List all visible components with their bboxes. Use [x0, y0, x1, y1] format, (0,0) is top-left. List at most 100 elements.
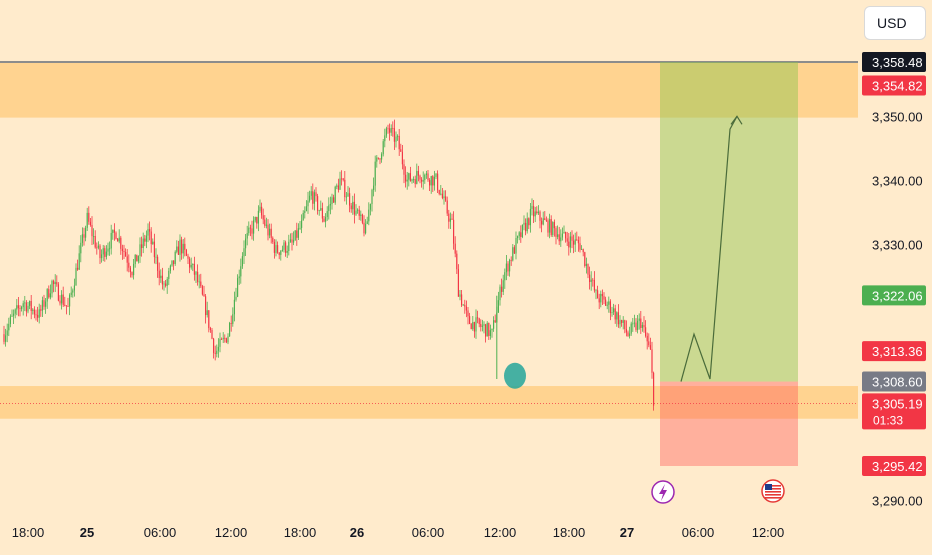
candle[interactable] — [608, 296, 610, 313]
candle[interactable] — [483, 321, 485, 334]
candle[interactable] — [206, 301, 208, 318]
candle[interactable] — [637, 315, 639, 334]
candle[interactable] — [257, 205, 259, 232]
candle[interactable] — [397, 134, 399, 141]
candle[interactable] — [265, 217, 267, 229]
candle[interactable] — [13, 309, 15, 325]
candle[interactable] — [358, 205, 360, 220]
candle[interactable] — [205, 293, 207, 324]
candle[interactable] — [347, 186, 349, 197]
candle[interactable] — [464, 299, 466, 314]
candle[interactable] — [153, 233, 155, 264]
candle[interactable] — [83, 227, 85, 246]
candle[interactable] — [51, 279, 53, 298]
candle[interactable] — [86, 207, 88, 232]
candle[interactable] — [587, 263, 589, 279]
candle[interactable] — [417, 165, 419, 182]
candle[interactable] — [584, 251, 586, 268]
candle[interactable] — [526, 212, 528, 234]
candle[interactable] — [221, 337, 223, 340]
candle[interactable] — [73, 278, 75, 297]
candle[interactable] — [224, 334, 226, 343]
candle[interactable] — [589, 266, 591, 290]
candle[interactable] — [198, 274, 200, 289]
candle[interactable] — [641, 322, 643, 332]
candle[interactable] — [504, 268, 506, 289]
candle[interactable] — [533, 199, 535, 224]
candle[interactable] — [539, 210, 541, 229]
candle[interactable] — [614, 304, 616, 324]
candle[interactable] — [29, 300, 31, 310]
candle[interactable] — [43, 294, 45, 310]
candle[interactable] — [603, 292, 605, 305]
candle[interactable] — [93, 228, 95, 245]
candle[interactable] — [105, 245, 107, 260]
candle[interactable] — [41, 296, 43, 318]
candle[interactable] — [134, 254, 136, 268]
candle[interactable] — [352, 195, 354, 215]
candle[interactable] — [128, 254, 130, 273]
candle[interactable] — [355, 204, 357, 216]
candle[interactable] — [161, 267, 163, 290]
candle[interactable] — [565, 231, 567, 243]
candle[interactable] — [408, 172, 410, 187]
candle[interactable] — [6, 323, 8, 343]
candle[interactable] — [606, 301, 608, 310]
candle[interactable] — [429, 178, 431, 191]
candle[interactable] — [541, 217, 543, 233]
candle[interactable] — [150, 227, 152, 253]
candle[interactable] — [494, 314, 496, 324]
candle[interactable] — [109, 241, 111, 256]
candle[interactable] — [579, 236, 581, 253]
candle[interactable] — [313, 189, 315, 211]
candle[interactable] — [544, 211, 546, 221]
candle[interactable] — [390, 124, 392, 136]
candle[interactable] — [477, 310, 479, 324]
candle[interactable] — [190, 257, 192, 270]
candle[interactable] — [648, 333, 650, 348]
candle[interactable] — [571, 230, 573, 249]
candle[interactable] — [449, 212, 451, 229]
candle[interactable] — [38, 303, 40, 324]
candle[interactable] — [57, 282, 59, 302]
candle[interactable] — [453, 211, 455, 250]
candle[interactable] — [267, 219, 269, 241]
candle[interactable] — [288, 234, 290, 256]
candle[interactable] — [269, 223, 271, 239]
candle[interactable] — [117, 238, 119, 242]
candle[interactable] — [142, 232, 144, 254]
candle[interactable] — [225, 337, 227, 344]
candle[interactable] — [326, 206, 328, 221]
candle[interactable] — [259, 199, 261, 213]
candle[interactable] — [357, 208, 359, 214]
candle[interactable] — [238, 269, 240, 285]
candle[interactable] — [32, 308, 34, 315]
candle[interactable] — [529, 202, 531, 233]
candle[interactable] — [517, 235, 519, 244]
candle[interactable] — [542, 211, 544, 226]
candle[interactable] — [376, 155, 378, 168]
candle[interactable] — [208, 310, 210, 333]
candle[interactable] — [653, 371, 655, 411]
candle[interactable] — [549, 213, 551, 239]
candle[interactable] — [64, 296, 66, 307]
candle[interactable] — [328, 197, 330, 220]
candle[interactable] — [133, 259, 135, 280]
candle[interactable] — [307, 191, 309, 214]
candle[interactable] — [414, 175, 416, 188]
candle[interactable] — [536, 206, 538, 215]
candle[interactable] — [179, 234, 181, 262]
candle[interactable] — [235, 287, 237, 302]
candle[interactable] — [209, 326, 211, 333]
candle[interactable] — [635, 318, 637, 332]
candle[interactable] — [256, 216, 258, 229]
candle[interactable] — [568, 232, 570, 256]
candle[interactable] — [45, 298, 47, 314]
candle[interactable] — [446, 196, 448, 217]
candle[interactable] — [78, 245, 80, 271]
candle[interactable] — [149, 221, 151, 241]
candle[interactable] — [454, 236, 456, 258]
candle[interactable] — [222, 332, 224, 343]
icons-layer[interactable] — [651, 479, 785, 504]
candle[interactable] — [472, 316, 474, 331]
